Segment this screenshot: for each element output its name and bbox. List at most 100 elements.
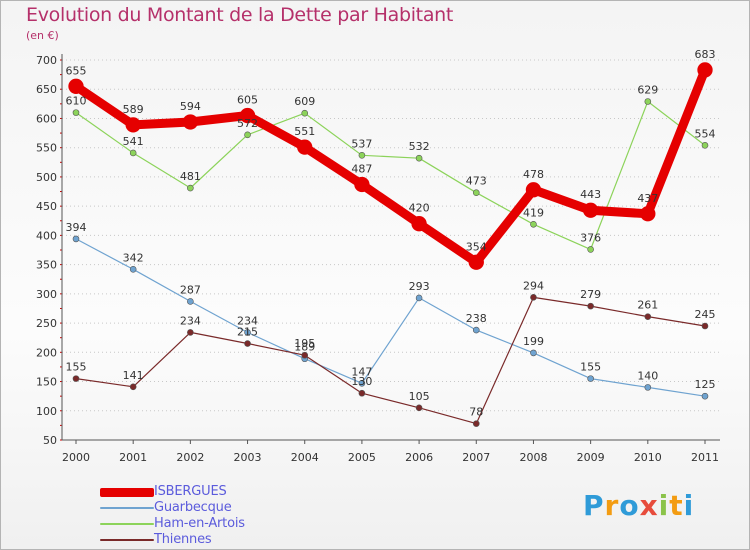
data-label: 572 [237, 117, 258, 130]
data-point [358, 389, 366, 397]
data-point [187, 329, 194, 336]
data-label: 594 [180, 100, 201, 113]
x-tick-label: 2010 [634, 451, 662, 464]
data-label: 655 [66, 64, 87, 77]
data-label: 215 [237, 326, 258, 339]
series-isbergues [68, 62, 713, 270]
logo-letter: o [619, 489, 640, 522]
data-point [244, 131, 251, 139]
data-point [239, 107, 256, 124]
series-line [75, 238, 706, 397]
data-label: 279 [580, 288, 601, 301]
series-thiennes [72, 294, 709, 427]
data-label: 147 [351, 365, 372, 378]
data-point [415, 154, 423, 162]
data-point [129, 383, 137, 391]
data-label: 554 [695, 127, 716, 140]
data-label: 195 [294, 337, 315, 350]
data-point [358, 151, 366, 159]
legend-swatch [100, 539, 154, 541]
y-tick-label: 400 [36, 229, 57, 242]
data-point [697, 62, 713, 78]
data-point [472, 326, 480, 334]
data-label: 294 [523, 279, 544, 292]
data-point [582, 202, 599, 218]
data-label: 238 [466, 312, 487, 325]
chart-title: Evolution du Montant de la Dette par Hab… [26, 4, 454, 26]
data-label: 141 [123, 369, 144, 382]
x-tick-label: 2007 [462, 451, 490, 464]
data-label: 140 [637, 369, 658, 382]
data-label: 155 [580, 361, 601, 374]
y-tick-label: 100 [36, 405, 57, 418]
data-label: 629 [637, 84, 658, 97]
x-tick-label: 2006 [405, 451, 433, 464]
legend-label: Thiennes [154, 532, 212, 547]
logo-letter: i [683, 489, 695, 522]
data-point [472, 189, 480, 197]
y-tick-label: 350 [36, 259, 57, 272]
data-label: 234 [237, 314, 258, 327]
data-point [72, 109, 80, 116]
data-point [297, 139, 313, 155]
data-label: 376 [580, 231, 601, 244]
data-point [530, 349, 537, 357]
y-tick-label: 50 [43, 434, 57, 447]
logo-letter: r [604, 489, 620, 522]
x-tick-label: 2011 [691, 451, 719, 464]
data-point [125, 117, 141, 133]
data-label: 610 [66, 95, 87, 108]
data-label: 342 [123, 251, 144, 264]
data-point [129, 265, 137, 273]
proxiti-logo: Proxiti [583, 489, 694, 522]
data-label: 609 [294, 95, 315, 108]
data-point [701, 322, 709, 330]
data-label: 478 [523, 168, 544, 181]
legend-swatch [100, 523, 154, 525]
data-point [644, 98, 652, 105]
data-point [187, 184, 194, 192]
data-label: 234 [180, 314, 201, 327]
data-point [129, 149, 137, 157]
data-point [415, 404, 423, 412]
y-tick-label: 650 [36, 83, 57, 96]
data-point [244, 340, 251, 347]
data-point [644, 384, 652, 391]
data-point [415, 294, 423, 302]
data-label: 481 [180, 170, 201, 183]
data-label: 394 [66, 221, 87, 234]
data-label: 487 [351, 163, 372, 176]
data-point [468, 254, 484, 270]
data-label: 78 [469, 406, 483, 419]
data-point [587, 375, 594, 382]
legend-label: Guarbecque [154, 500, 232, 515]
data-point [701, 142, 709, 149]
series-ham-en-artois [72, 98, 709, 253]
series-lines [68, 62, 713, 427]
logo-letter: x [639, 489, 659, 522]
data-point [525, 182, 542, 198]
legend-swatch [100, 507, 154, 509]
data-label: 683 [695, 48, 716, 61]
chart-subtitle: (en €) [26, 29, 59, 42]
series-guarbecque [72, 235, 709, 400]
x-tick-label: 2000 [62, 451, 90, 464]
logo-letter: P [583, 489, 605, 522]
logo-letter: t [669, 489, 684, 522]
data-point [530, 294, 537, 301]
data-point [701, 392, 709, 400]
y-tick-label: 500 [36, 171, 57, 184]
x-tick-label: 2004 [291, 451, 319, 464]
data-point [72, 375, 80, 382]
data-point [72, 235, 80, 243]
y-tick-label: 150 [36, 376, 57, 389]
data-label: 189 [294, 341, 315, 354]
series-line [71, 65, 710, 267]
data-point [244, 329, 251, 336]
x-tick-label: 2005 [348, 451, 376, 464]
logo-letter: i [658, 489, 670, 522]
data-point [358, 379, 366, 387]
x-tick-label: 2009 [577, 451, 605, 464]
data-label: 261 [637, 299, 658, 312]
x-tick-label: 2003 [234, 451, 262, 464]
